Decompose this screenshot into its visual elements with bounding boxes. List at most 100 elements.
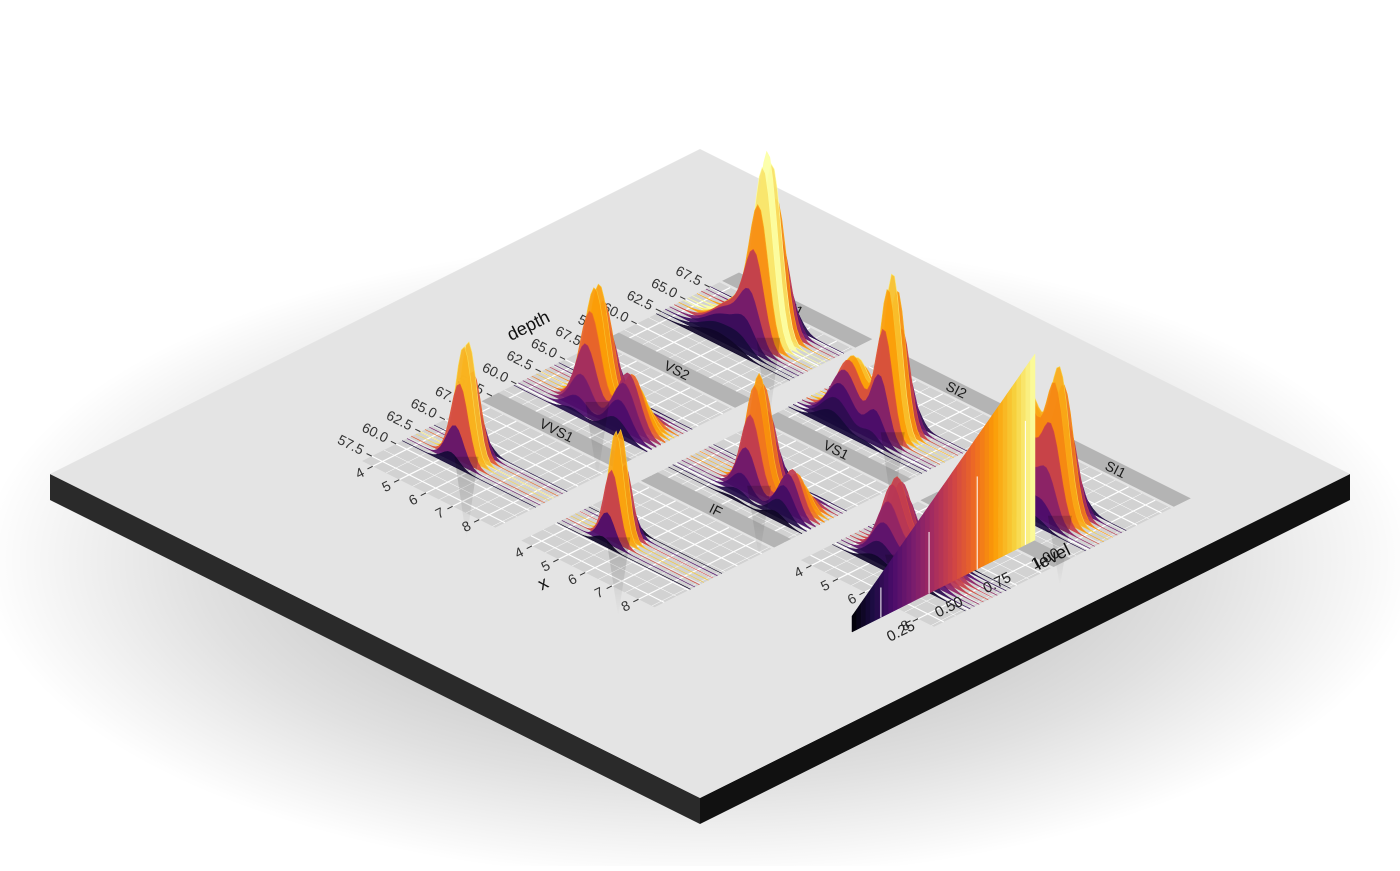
y-axis-tick bbox=[390, 440, 397, 445]
grid-line bbox=[648, 317, 783, 385]
legend-color-segment bbox=[938, 484, 944, 589]
peak-shadow bbox=[606, 537, 631, 617]
x-axis-tick bbox=[553, 558, 559, 563]
peak-shadow bbox=[454, 456, 479, 540]
density-surface bbox=[513, 283, 693, 479]
x-axis-tick bbox=[367, 465, 373, 470]
x-axis-tick bbox=[526, 545, 533, 550]
facet-strip bbox=[1040, 431, 1191, 507]
x-axis-tick bbox=[912, 618, 919, 622]
legend-color-segment bbox=[975, 431, 981, 571]
grid-line bbox=[624, 329, 758, 397]
grid-line bbox=[628, 486, 763, 555]
density-ridge bbox=[420, 341, 554, 499]
plate-side-left bbox=[50, 474, 700, 824]
grid-line bbox=[616, 492, 750, 560]
legend-color-segment bbox=[934, 490, 940, 592]
legend-color-segment bbox=[870, 582, 876, 624]
y-axis-tick bbox=[631, 320, 637, 325]
peak-shadow bbox=[756, 337, 781, 428]
facet-strip bbox=[761, 412, 912, 488]
grid-line bbox=[530, 535, 665, 603]
density-ridge bbox=[561, 512, 696, 588]
x-axis-tick bbox=[473, 519, 480, 523]
density-ridge bbox=[570, 430, 705, 583]
x-axis-tick bbox=[859, 591, 865, 596]
legend-color-segment bbox=[998, 399, 1004, 559]
x-axis-tick bbox=[606, 585, 613, 589]
x-axis-tick bbox=[420, 492, 427, 497]
legend-color-segment bbox=[956, 458, 963, 580]
y-axis-tick bbox=[439, 416, 446, 421]
legend-color-segment bbox=[929, 497, 935, 594]
facet-strip bbox=[640, 472, 791, 548]
x-axis-tick bbox=[393, 479, 400, 483]
peak-shadow bbox=[1047, 515, 1072, 586]
y-axis-tick bbox=[704, 284, 710, 288]
legend-color-segment bbox=[865, 589, 871, 626]
legend-color-segment bbox=[970, 438, 976, 573]
legend-color-segment bbox=[979, 425, 985, 569]
legend-color-segment bbox=[961, 451, 967, 578]
grid-line bbox=[543, 529, 677, 597]
legend-color-segment bbox=[915, 517, 921, 601]
y-axis-tick bbox=[510, 380, 517, 385]
grid-line bbox=[383, 449, 518, 517]
y-axis-tick bbox=[366, 453, 372, 457]
peak-shadow bbox=[585, 401, 610, 479]
legend-color-segment bbox=[902, 536, 908, 608]
y-axis-tick bbox=[535, 368, 541, 373]
density-ridge bbox=[415, 346, 550, 501]
density-ridge bbox=[566, 469, 700, 586]
x-axis-tick bbox=[805, 565, 812, 569]
density-ridge bbox=[411, 383, 545, 504]
y-axis-tick bbox=[679, 296, 686, 300]
y-axis-tick bbox=[415, 428, 421, 433]
density-ridge bbox=[513, 384, 648, 453]
density-ridge bbox=[668, 466, 803, 535]
legend-color-segment bbox=[1007, 386, 1013, 555]
facet-strip bbox=[881, 352, 1032, 428]
legend-color-segment bbox=[966, 444, 972, 575]
density-surface bbox=[668, 372, 847, 558]
grid-line bbox=[468, 406, 603, 475]
peak-shadow bbox=[880, 432, 905, 514]
legend-color-segment bbox=[989, 412, 995, 564]
legend-color-segment bbox=[1002, 392, 1008, 557]
legend-color-segment bbox=[993, 405, 999, 562]
legend-color-segment bbox=[984, 418, 990, 566]
density-surface bbox=[557, 428, 723, 617]
legend-color-segment bbox=[897, 543, 903, 610]
x-axis-tick bbox=[832, 578, 839, 582]
density-surface bbox=[656, 150, 844, 428]
x-axis-tick bbox=[633, 598, 639, 603]
legend-color-segment bbox=[947, 471, 953, 585]
legend-color-segment bbox=[1011, 379, 1017, 552]
legend-color-segment bbox=[883, 562, 889, 617]
legend-color-segment bbox=[874, 575, 880, 621]
y-axis-tick bbox=[486, 392, 493, 397]
legend-color-segment bbox=[943, 477, 949, 587]
y-axis-tick bbox=[559, 356, 566, 360]
facet-strip bbox=[601, 332, 752, 408]
x-axis-tick bbox=[447, 505, 453, 510]
x-axis-tick bbox=[579, 572, 586, 576]
grid-line bbox=[663, 469, 797, 537]
legend-color-segment bbox=[911, 523, 917, 603]
legend-color-segment bbox=[906, 530, 912, 605]
legend-color-segment bbox=[892, 549, 899, 612]
legend-color-segment bbox=[1030, 353, 1036, 543]
legend-color-segment bbox=[952, 464, 958, 582]
density-surface bbox=[788, 273, 968, 514]
grid-line bbox=[636, 323, 771, 391]
legend-color-segment bbox=[920, 510, 926, 598]
legend-color-segment bbox=[1025, 359, 1031, 546]
density-surface bbox=[402, 341, 568, 540]
y-axis-tick bbox=[655, 308, 662, 312]
grid-line bbox=[371, 455, 506, 524]
legend-color-segment bbox=[1016, 372, 1022, 550]
plate-side-right bbox=[700, 474, 1350, 824]
